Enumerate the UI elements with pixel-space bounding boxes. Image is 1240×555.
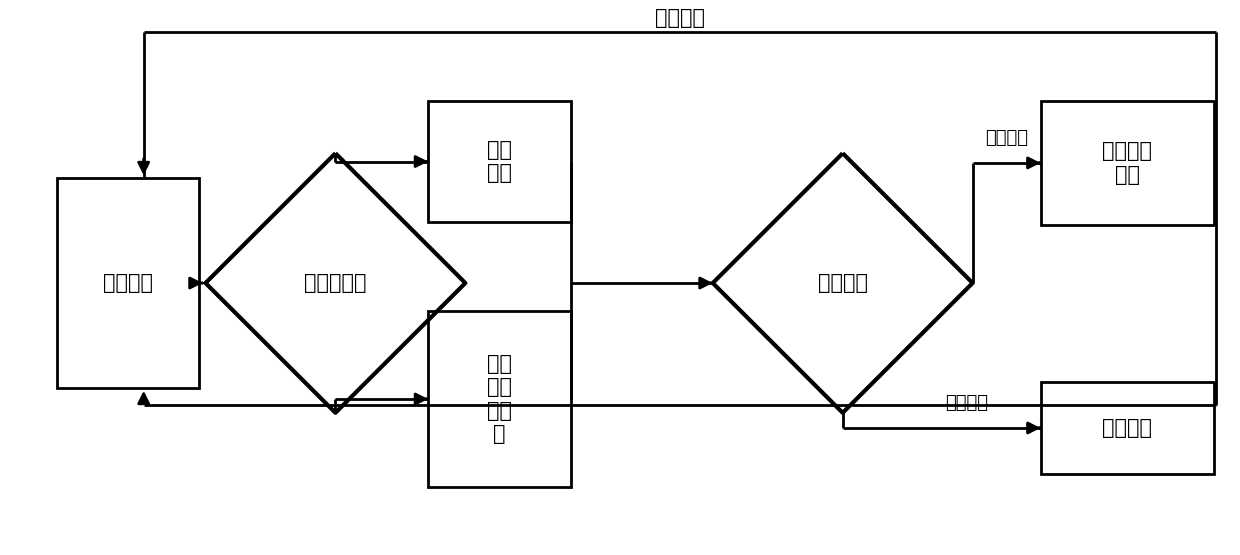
Text: 观测信号: 观测信号 <box>103 273 154 293</box>
Bar <box>1040 101 1214 225</box>
Text: 其他频段: 其他频段 <box>1102 418 1152 438</box>
Bar <box>57 178 200 388</box>
Text: 信噪比评估: 信噪比评估 <box>304 273 367 293</box>
Text: 检测周期: 检测周期 <box>655 8 706 28</box>
Text: 频段忙碌: 频段忙碌 <box>985 129 1028 147</box>
Text: 协方
差矩
阵检
测: 协方 差矩 阵检 测 <box>487 354 512 444</box>
Bar <box>428 311 570 487</box>
Bar <box>428 101 570 223</box>
Bar <box>1040 382 1214 473</box>
Text: 动态频谱
接入: 动态频谱 接入 <box>1102 142 1152 184</box>
Text: 频段空闲: 频段空闲 <box>945 394 988 412</box>
Text: 判决单元: 判决单元 <box>817 273 868 293</box>
Text: 能量
检测: 能量 检测 <box>487 140 512 183</box>
